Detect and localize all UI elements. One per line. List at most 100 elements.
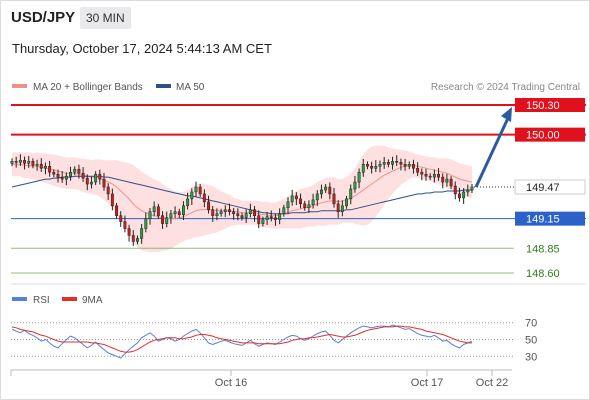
candle [332,187,336,208]
candle [77,164,81,179]
candle [340,200,344,217]
candle [299,193,302,209]
bollinger-band [12,145,472,253]
candle [190,188,194,206]
candle [269,210,273,222]
rsi-panel-layer: 30 50 70 [11,318,537,363]
candle [336,200,340,218]
candle [428,173,432,181]
rsi-legend-label: RSI [33,295,50,306]
candle [424,168,428,181]
ma50-line [11,175,472,215]
support-label: 148.60 [526,268,560,280]
candle [391,156,394,170]
candle [148,207,152,225]
candle [236,208,240,221]
candle [261,216,265,227]
current-price-label: 149.47 [526,182,560,194]
candle [232,207,236,220]
pivot-label: 149.15 [526,214,560,226]
candle [311,193,315,209]
candle [407,161,411,170]
candle [152,201,156,217]
candle [274,213,277,226]
candle [328,182,332,200]
candle [253,205,256,222]
candle [106,183,110,201]
candle [52,169,56,178]
candle [278,208,282,225]
candle [449,176,453,189]
rsi-legend-swatch [12,297,27,301]
candle [198,184,202,197]
candle [265,212,269,225]
candle [466,184,470,197]
x-tick-label: Oct 22 [476,377,508,389]
pivot-label-box [515,211,585,226]
candle [441,173,445,189]
rsi-tick-label: 30 [525,351,537,363]
rsi-tick-label: 50 [525,335,537,347]
candle [320,184,323,199]
price-label-layer: 150.30 150.00 149.47 149.15 148.85 148.60 [514,98,586,280]
x-tick-label: Oct 16 [215,377,247,389]
candle [345,195,348,209]
candle [14,156,18,168]
candle [182,201,185,221]
candle [219,208,223,217]
candle [115,202,118,219]
candle [244,209,248,223]
candle [165,211,169,228]
candle [286,197,290,214]
candle [110,188,114,211]
candle [353,175,357,193]
candle [31,158,35,169]
candle [403,158,407,171]
candle [194,181,198,197]
candle [69,166,72,181]
forecast-arrow-shaft [474,115,511,188]
candle [102,172,106,191]
symbol-title: USD/JPY [11,9,76,26]
candle [470,184,474,193]
ma50-legend-swatch [156,84,171,88]
candle [416,162,420,176]
candlestick-layer [10,154,474,246]
candle [27,155,31,168]
candle [39,158,43,173]
candle [412,159,415,174]
candle [303,200,307,211]
candle [290,189,294,206]
candle [144,212,148,233]
candle [140,223,144,244]
x-axis-tick-layer: Oct 16 Oct 17 Oct 22 [215,370,508,389]
candle [10,158,14,167]
candle [98,169,102,185]
ma50-legend-label: MA 50 [176,82,205,93]
support-label: 148.85 [526,243,560,255]
bollinger-band-layer [12,145,472,253]
candle [123,215,127,233]
candle [248,203,252,218]
candle [374,160,378,173]
candle [127,224,131,242]
candle [228,203,231,216]
candle [458,187,461,202]
moving-average-layer [11,163,473,220]
candle [85,174,89,191]
candle [445,173,449,187]
rsi-ma-line [11,325,472,353]
candle [240,212,244,221]
candle [437,168,440,181]
resistance-label-box [515,127,585,142]
candle [211,205,215,222]
candle [119,211,123,227]
candle [64,172,68,186]
candle [60,171,64,183]
ma20-legend-swatch [12,84,27,88]
candle [282,204,286,217]
candle [399,158,403,171]
timeframe-badge[interactable]: 30 MIN [80,7,131,29]
ma20-legend-label: MA 20 + Bollinger Bands [33,82,143,93]
